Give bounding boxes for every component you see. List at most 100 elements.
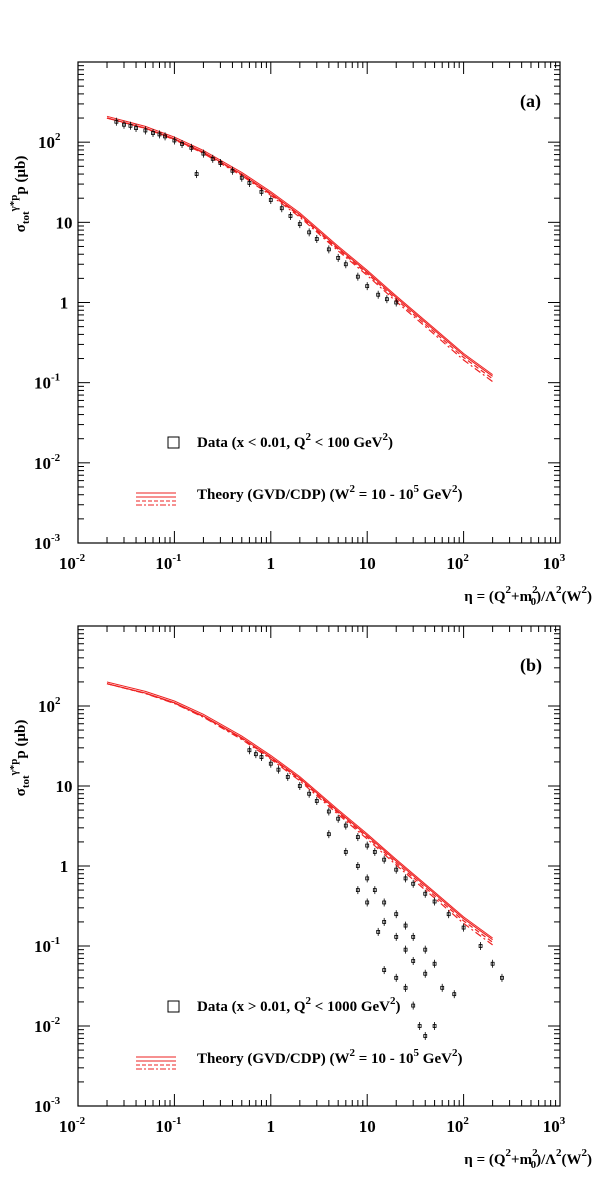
data-point [180, 142, 184, 146]
data-point [128, 123, 133, 128]
data-point [355, 864, 360, 868]
data-point [365, 843, 370, 848]
data-point [172, 138, 177, 143]
data-point [423, 1034, 428, 1038]
data-point [365, 284, 370, 289]
data-point [163, 134, 167, 139]
data-point [365, 876, 370, 881]
data-point [134, 126, 138, 130]
x-tick-label: 10 [359, 1117, 376, 1136]
legend-theory-label: Theory (GVD/CDP) (W2 = 10 - 105 GeV2) [197, 483, 462, 503]
x-tick-label: 103 [543, 1115, 566, 1136]
theory-curve-solid [106, 683, 493, 941]
theory-curve-solid-upper [106, 115, 493, 376]
data-point [326, 809, 331, 814]
data-point [423, 971, 428, 976]
y-axis-label: σtotγ*pp (μb) [8, 720, 32, 797]
data-point [432, 899, 437, 904]
data-point [500, 975, 504, 980]
data-point [411, 934, 416, 939]
x-tick-label: 102 [446, 1115, 469, 1136]
x-tick-label: 102 [446, 552, 469, 573]
legend-theory-label: Theory (GVD/CDP) (W2 = 10 - 105 GeV2) [197, 1047, 462, 1067]
data-point [307, 791, 312, 796]
y-tick-label: 102 [38, 131, 61, 152]
data-point [297, 222, 302, 227]
theory-curve-solid [106, 117, 493, 377]
x-tick-label: 1 [267, 554, 276, 573]
x-axis-label: η = (Q2+m2 0)/Λ2(W2) [464, 584, 592, 608]
data-point [336, 256, 341, 260]
data-point [403, 985, 408, 990]
x-tick-label: 10-1 [155, 1115, 181, 1136]
data-point [394, 912, 399, 917]
data-point [268, 761, 273, 766]
data-point [452, 992, 457, 997]
data-point [411, 881, 416, 886]
plot-frame [77, 61, 561, 544]
data-point [259, 189, 264, 194]
data-point [230, 168, 235, 173]
theory-curve-dashed [106, 117, 493, 380]
data-point [247, 748, 252, 753]
data-point [326, 832, 331, 837]
data-point [440, 985, 445, 990]
panel-label: (b) [520, 655, 542, 676]
y-tick-label: 10-1 [34, 935, 60, 956]
x-axis-label: η = (Q2+m2 0)/Λ2(W2) [464, 1147, 592, 1171]
data-point [382, 920, 387, 924]
data-point [314, 237, 319, 241]
data-point [307, 230, 312, 235]
x-tick-label: 10-2 [59, 1115, 86, 1136]
panel-a: 10-2 10-1 1 10 102 10310-310-210-1110102σtotγ… [8, 61, 592, 608]
legend-data-marker [167, 436, 180, 449]
data-point [218, 161, 223, 165]
data-point [239, 175, 244, 180]
y-axis-label: σtotγ*pp (μb) [8, 156, 32, 233]
data-point [432, 1024, 437, 1028]
data-point [384, 297, 389, 302]
data-point [372, 888, 377, 892]
data-point [365, 900, 370, 905]
y-tick-label: 10-3 [34, 1095, 61, 1116]
data-point [372, 850, 377, 854]
data-point [201, 151, 206, 156]
data-point [343, 262, 348, 267]
data-point [417, 1024, 422, 1028]
x-tick-label: 10-1 [155, 552, 181, 573]
panel-label: (a) [520, 91, 541, 112]
data-point [297, 784, 302, 788]
y-tick-label: 102 [38, 695, 61, 716]
panel-b: 10-2 10-1 1 10 102 10310-310-210-1110102σtotγ… [8, 625, 592, 1171]
theory-curve-dashdot [106, 683, 493, 946]
data-point [411, 1003, 416, 1008]
legend-data-marker [167, 1000, 180, 1013]
theory-curve-dashed [106, 683, 493, 943]
data-point [343, 850, 348, 854]
data-point [403, 947, 408, 952]
data-point [432, 961, 437, 966]
data-point [490, 961, 495, 966]
y-tick-label: 10-2 [34, 1015, 61, 1036]
data-point [411, 959, 416, 963]
data-point [151, 131, 155, 135]
data-point [423, 891, 428, 896]
data-point [276, 767, 281, 772]
data-point [382, 968, 387, 972]
y-tick-label: 10-1 [34, 372, 60, 393]
x-tick-label: 10-2 [59, 552, 86, 573]
data-point [382, 857, 387, 862]
y-tick-label: 1 [60, 857, 69, 876]
y-tick-label: 10 [56, 213, 73, 232]
data-point [143, 128, 148, 133]
data-point [394, 975, 399, 980]
plot-frame [77, 625, 561, 1107]
data-point [446, 912, 451, 917]
data-point [461, 925, 466, 930]
data-point [423, 947, 428, 952]
data-point [355, 888, 360, 892]
data-point [122, 122, 126, 127]
legend-data-label: Data (x > 0.01, Q2 < 1000 GeV2) [197, 995, 401, 1015]
data-point [336, 816, 341, 821]
